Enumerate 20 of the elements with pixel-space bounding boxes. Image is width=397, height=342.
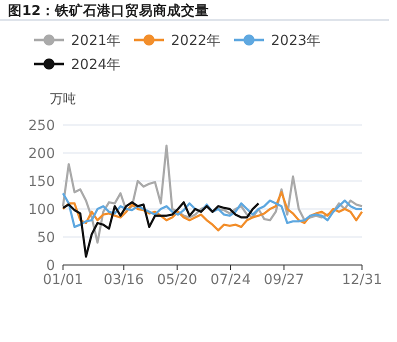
y-tick-label: 200 <box>28 146 55 162</box>
y-tick-label: 100 <box>28 202 55 218</box>
line-series <box>62 144 364 244</box>
legend-label: 2022年 <box>171 33 221 49</box>
y-axis-title: 万吨 <box>50 92 76 107</box>
chart-title: 图12：铁矿石港口贸易商成交量 <box>8 2 209 19</box>
x-tick-label: 09/27 <box>264 272 304 288</box>
x-tick-label: 01/01 <box>42 272 84 288</box>
y-tick-label: 250 <box>28 118 55 134</box>
legend-label: 2023年 <box>271 33 321 49</box>
line-series <box>62 201 260 258</box>
legend-label: 2021年 <box>71 33 121 49</box>
y-tick-label: 50 <box>37 230 55 246</box>
x-tick-label: 05/20 <box>157 272 198 288</box>
x-tick-label: 12/31 <box>342 272 382 288</box>
y-tick-label: 0 <box>46 258 55 274</box>
x-tick-label: 03/16 <box>104 272 144 288</box>
legend-label: 2024年 <box>71 57 121 73</box>
y-tick-label: 150 <box>28 174 55 190</box>
x-tick-label: 07/24 <box>210 272 251 288</box>
